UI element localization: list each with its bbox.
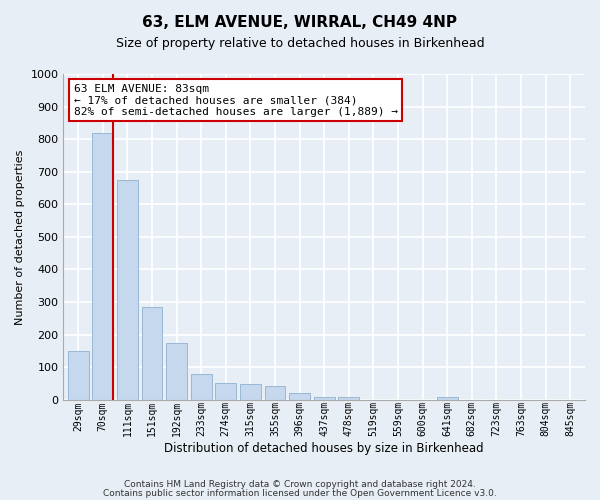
Bar xyxy=(92,132,113,400)
Bar xyxy=(289,394,310,400)
Bar xyxy=(437,396,458,400)
Text: Size of property relative to detached houses in Birkenhead: Size of property relative to detached ho… xyxy=(116,38,484,51)
Bar xyxy=(338,396,359,400)
Bar xyxy=(191,374,212,400)
Bar xyxy=(215,383,236,400)
Bar xyxy=(240,384,261,400)
Text: Contains HM Land Registry data © Crown copyright and database right 2024.: Contains HM Land Registry data © Crown c… xyxy=(124,480,476,489)
Text: 63, ELM AVENUE, WIRRAL, CH49 4NP: 63, ELM AVENUE, WIRRAL, CH49 4NP xyxy=(143,15,458,30)
Bar xyxy=(314,396,335,400)
Bar xyxy=(166,343,187,400)
Bar xyxy=(265,386,286,400)
Bar xyxy=(117,180,138,400)
Text: 63 ELM AVENUE: 83sqm
← 17% of detached houses are smaller (384)
82% of semi-deta: 63 ELM AVENUE: 83sqm ← 17% of detached h… xyxy=(74,84,398,117)
Text: Contains public sector information licensed under the Open Government Licence v3: Contains public sector information licen… xyxy=(103,489,497,498)
X-axis label: Distribution of detached houses by size in Birkenhead: Distribution of detached houses by size … xyxy=(164,442,484,455)
Bar xyxy=(68,351,89,400)
Bar xyxy=(142,307,163,400)
Y-axis label: Number of detached properties: Number of detached properties xyxy=(15,149,25,324)
